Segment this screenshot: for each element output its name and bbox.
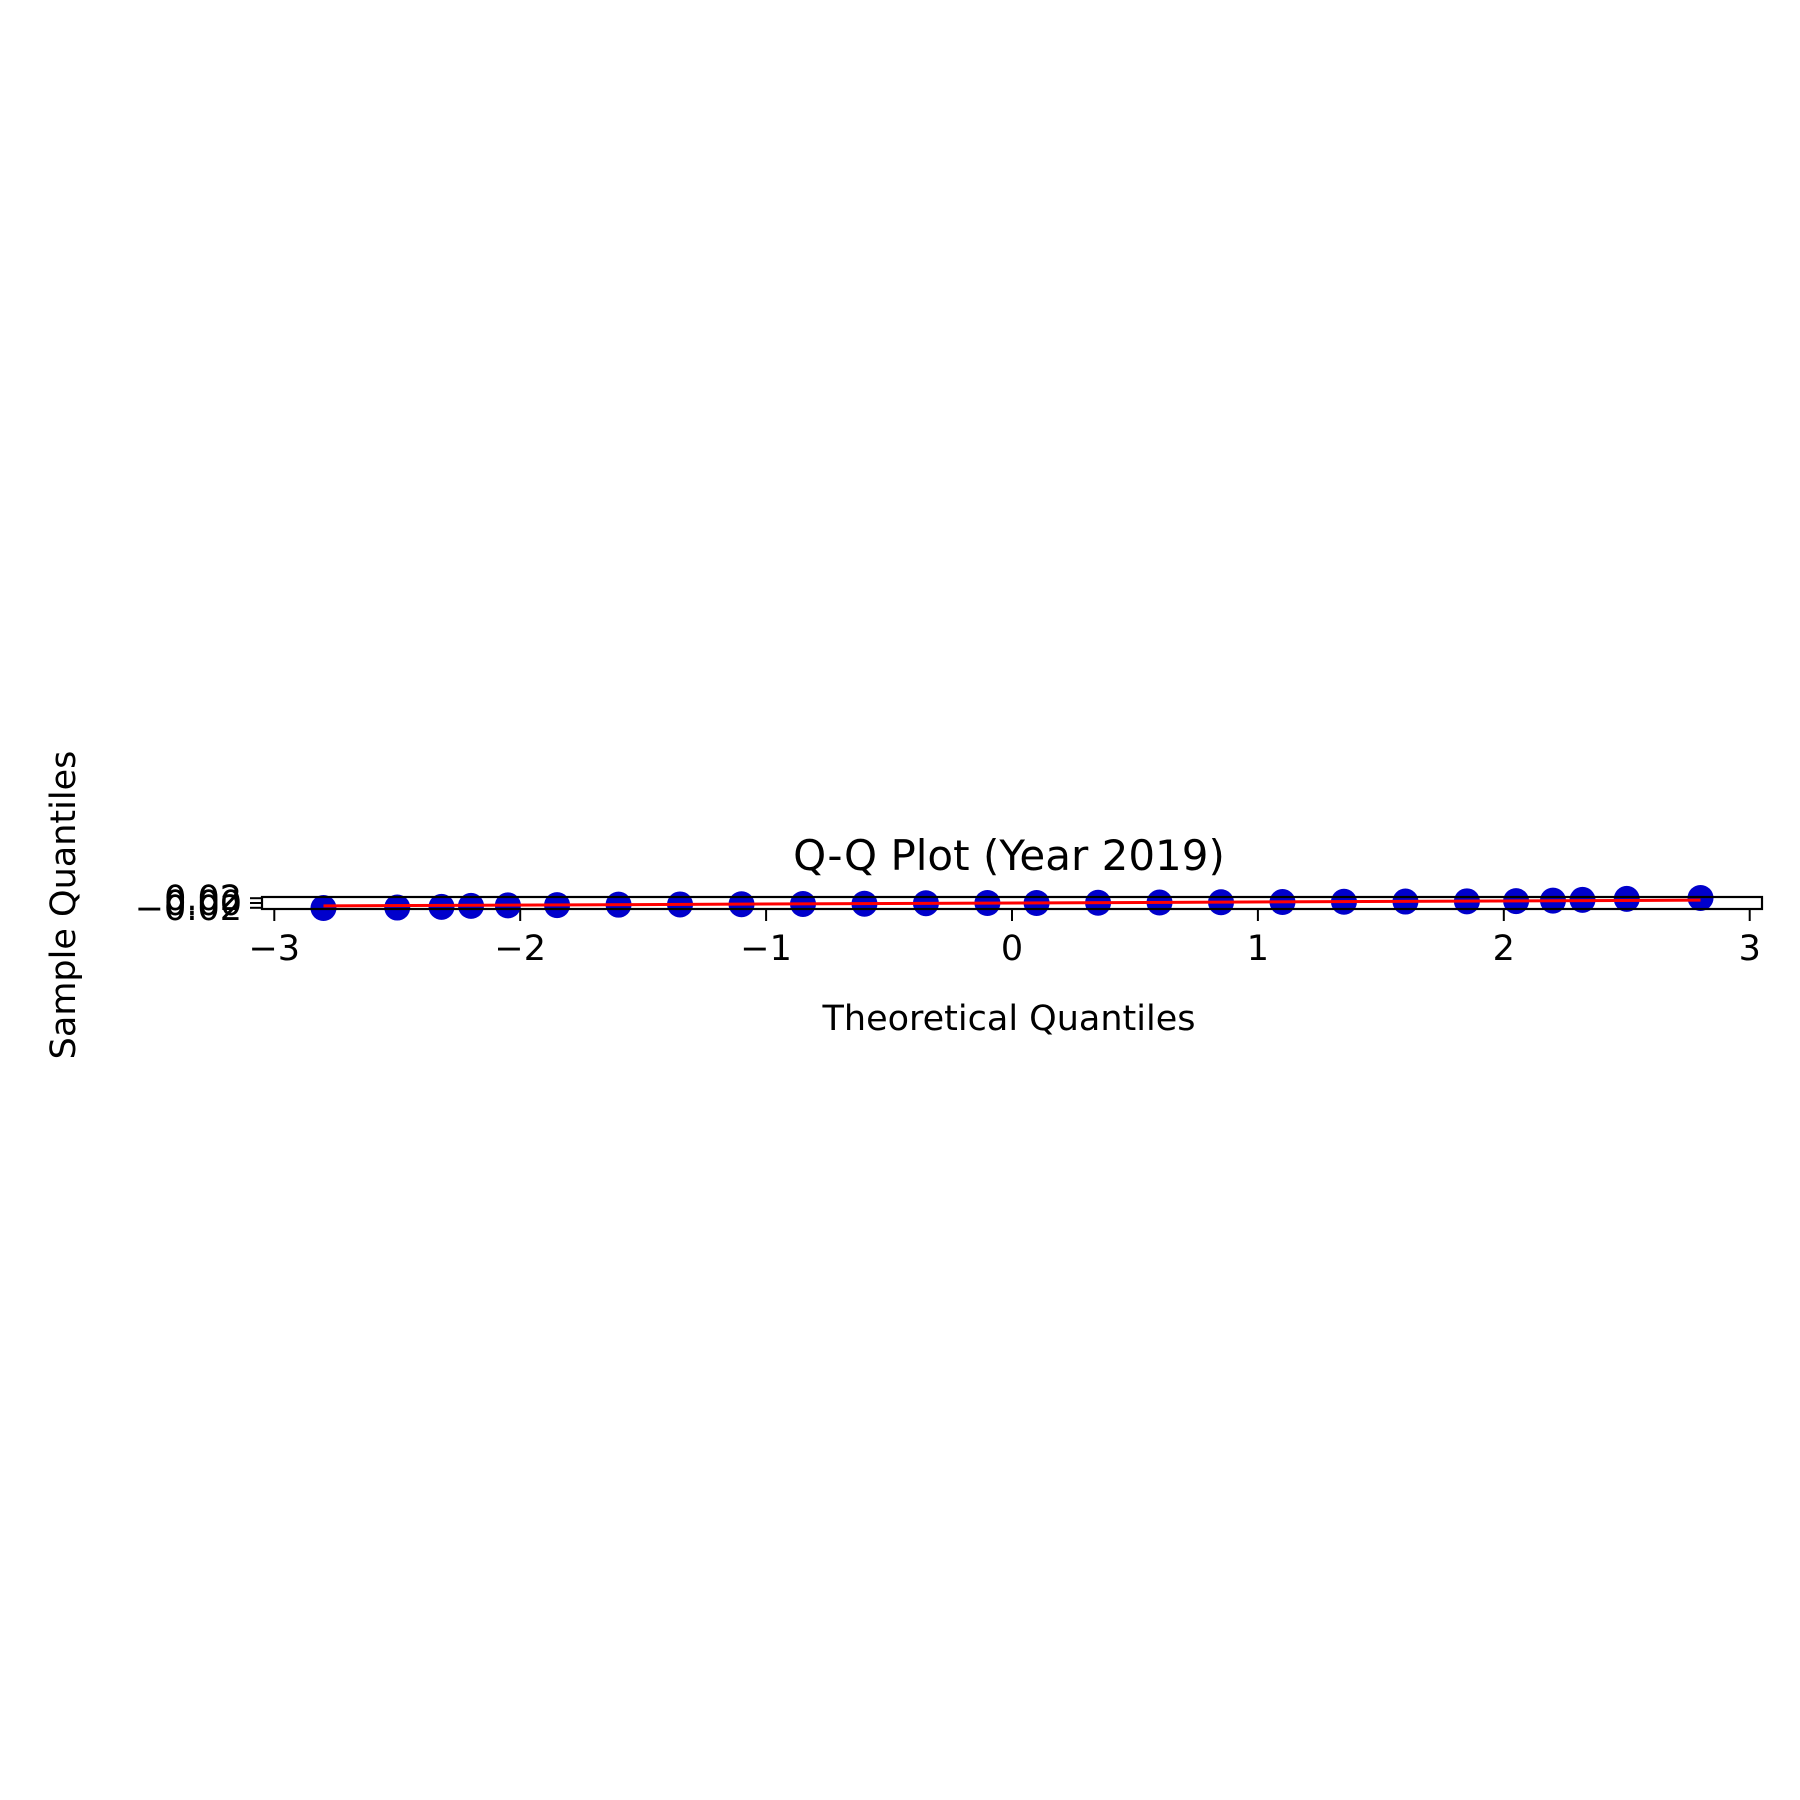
y-tick-label: 0.02 xyxy=(164,879,242,919)
x-tick-label: −2 xyxy=(494,929,546,969)
chart-title: Q-Q Plot (Year 2019) xyxy=(793,831,1225,880)
y-tick-label: 0.00 xyxy=(164,884,242,924)
x-tick-label: 1 xyxy=(1247,929,1269,969)
y-axis-label: Sample Quantiles xyxy=(44,751,84,1060)
fit-line xyxy=(323,898,1701,908)
x-axis-ticks: −3 −2 −1 0 1 2 3 xyxy=(248,909,1761,969)
x-axis-label: Theoretical Quantiles xyxy=(822,999,1196,1039)
y-axis-ticks: −0.020.000.02 xyxy=(135,879,262,929)
data-point xyxy=(384,894,411,921)
x-tick-label: 3 xyxy=(1739,929,1761,969)
plot-frame xyxy=(260,895,1764,911)
x-tick-label: 2 xyxy=(1493,929,1515,969)
y-tick-label: −0.02 xyxy=(135,889,242,929)
data-point xyxy=(1613,885,1640,912)
x-tick-label: −1 xyxy=(740,929,792,969)
x-tick-label: 0 xyxy=(1001,929,1023,969)
x-tick-label: −3 xyxy=(248,929,300,969)
